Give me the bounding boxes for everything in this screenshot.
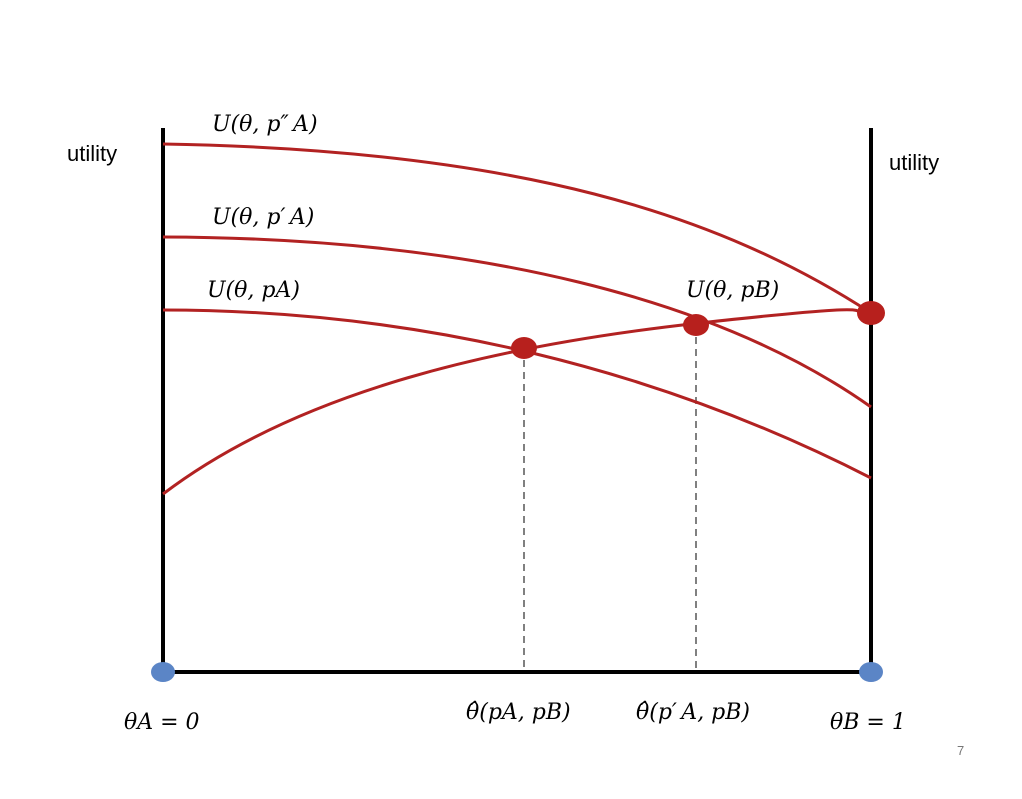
curve-utility-pA-prime <box>162 235 872 409</box>
utility-label-left: utility <box>67 141 117 166</box>
intersection-dot-theta-hat-pA <box>511 337 537 359</box>
curve-utility-pA <box>162 308 872 480</box>
curve-utility-pB <box>162 308 872 496</box>
endpoint-dot-theta-B <box>859 662 883 682</box>
curve-utility-pA-double-prime <box>162 142 872 315</box>
theta-hat-pA-prime-pB-label: θ̂(p′ A, pB) <box>636 700 750 725</box>
curve-label-pA-prime: U(θ, p′ A) <box>212 205 314 230</box>
curve-label-pB: U(θ, pB) <box>686 278 779 303</box>
theta-hat-pA-pB-label: θ̂(pA, pB) <box>466 700 571 725</box>
curve-label-pA: U(θ, pA) <box>207 278 300 303</box>
theta-A-label: θA = 0 <box>124 710 200 735</box>
intersection-dot-theta-B <box>857 301 885 325</box>
theta-B-label: θB = 1 <box>830 710 906 735</box>
curve-label-pA-double-prime: U(θ, p″ A) <box>212 112 318 137</box>
endpoint-dot-theta-A <box>151 662 175 682</box>
intersection-dot-theta-hat-pA-prime <box>683 314 709 336</box>
utility-label-right: utility <box>889 150 939 175</box>
page-number: 7 <box>957 743 964 758</box>
